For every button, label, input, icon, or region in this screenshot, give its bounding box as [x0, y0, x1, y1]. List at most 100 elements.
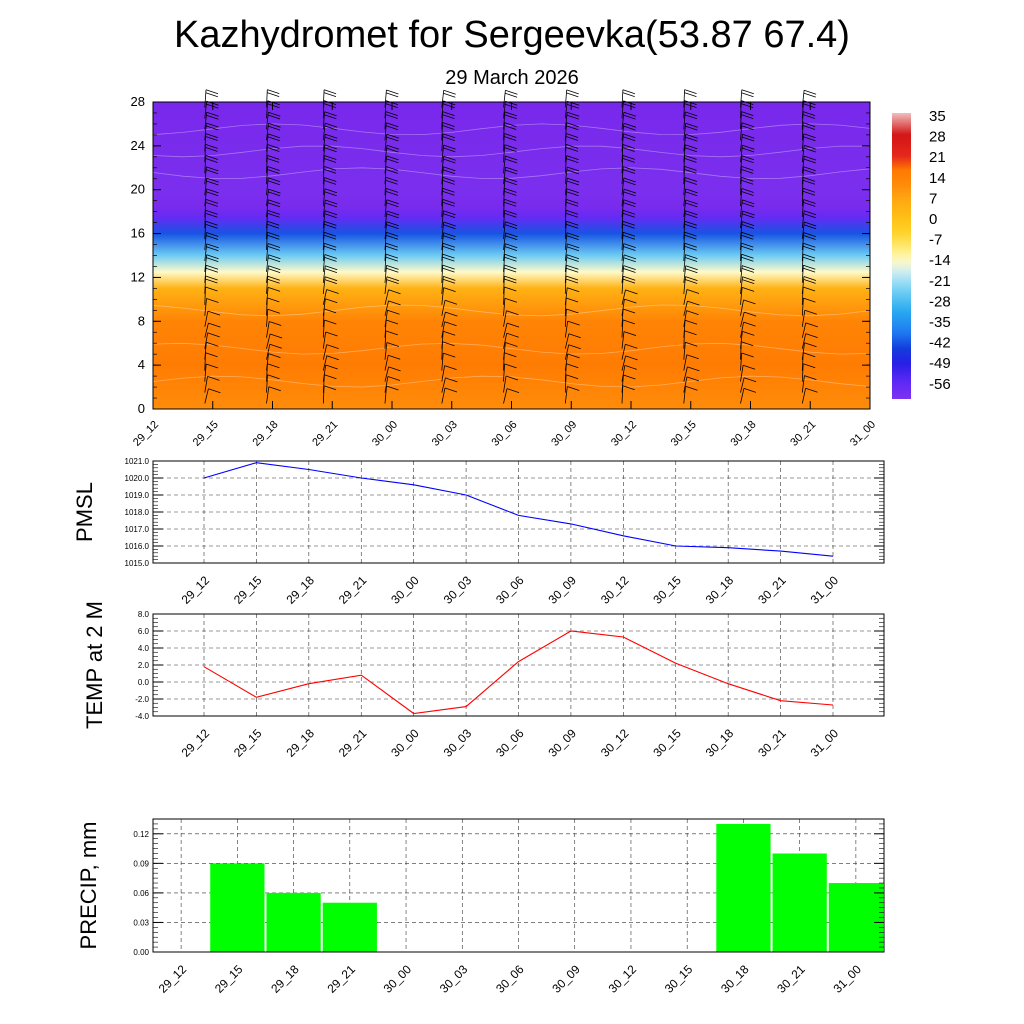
wind-barb: [564, 166, 580, 185]
heatmap-xtick-label: 30_12: [609, 419, 639, 449]
precip-xtick-label: 30_18: [718, 962, 752, 996]
wind-barb: [740, 331, 755, 349]
wind-barb: [503, 122, 517, 141]
heatmap-ytick-label: 4: [138, 357, 145, 372]
wind-barb: [204, 122, 219, 141]
wind-barb: [801, 133, 816, 152]
temp-xtick-label: 30_15: [650, 726, 684, 760]
wind-barb: [384, 133, 399, 152]
wind-barb: [621, 209, 636, 229]
pmsl-xtick-label: 30_03: [441, 573, 475, 607]
precip-xtick-label: 30_12: [606, 962, 640, 996]
wind-barb: [384, 330, 398, 349]
wind-barb: [322, 355, 339, 371]
heatmap-xtick-label: 30_09: [549, 419, 579, 449]
wind-barb: [266, 199, 281, 218]
wind-barb: [503, 89, 518, 108]
wind-barb: [801, 199, 816, 218]
wind-barb: [564, 155, 579, 174]
wind-barb: [384, 300, 401, 316]
precip-bar: [716, 823, 771, 952]
wind-barb: [740, 166, 754, 185]
wind-barb: [441, 133, 456, 152]
precip-xtick-label: 29_12: [156, 962, 190, 996]
pmsl-xtick-label: 30_18: [703, 573, 737, 607]
wind-barb: [740, 176, 754, 196]
wind-barb: [621, 265, 636, 283]
wind-barb: [266, 122, 281, 141]
wind-barb: [266, 353, 281, 371]
wind-barb: [266, 254, 281, 272]
colorbar-label: -7: [929, 232, 942, 249]
colorbar-label: -21: [929, 273, 951, 290]
wind-barb: [801, 309, 817, 327]
wind-barb: [740, 242, 754, 262]
heatmap-xtick-label: 30_15: [669, 419, 699, 449]
temp-ytick-label: -4.0: [135, 712, 149, 721]
wind-barb: [564, 232, 580, 251]
wind-barb: [384, 122, 399, 141]
wind-barb: [801, 187, 816, 207]
wind-barb: [204, 286, 218, 305]
colorbar-label: 35: [929, 108, 946, 125]
heatmap-ytick-label: 0: [138, 401, 145, 416]
wind-barb: [503, 253, 517, 272]
pmsl-ytick-label: 1020.0: [125, 474, 150, 483]
wind-barb: [683, 376, 700, 393]
wind-barb: [204, 341, 219, 360]
wind-barb: [204, 111, 219, 130]
colorbar: [892, 113, 911, 399]
wind-barb: [204, 155, 218, 174]
wind-barb: [204, 388, 221, 404]
wind-barb: [621, 243, 636, 262]
temp-ytick-label: 2.0: [138, 661, 150, 670]
precip-xtick-label: 31_00: [831, 962, 865, 996]
wind-barb: [204, 188, 219, 207]
wind-barb: [322, 242, 337, 262]
wind-barb: [503, 342, 518, 360]
wind-barb: [564, 243, 580, 262]
chart-title: Kazhydromet for Sergeevka(53.87 67.4): [174, 14, 850, 56]
wind-barb: [384, 342, 400, 360]
wind-barb: [204, 254, 219, 272]
wind-barb: [564, 264, 579, 283]
wind-barb: [266, 275, 280, 294]
wind-barb: [441, 221, 456, 240]
wind-barb: [384, 176, 398, 196]
heatmap-xtick-label: 30_18: [729, 419, 759, 449]
wind-barb: [683, 385, 698, 404]
wind-barb: [204, 199, 219, 218]
wind-barb: [683, 111, 698, 130]
wind-barb: [503, 388, 520, 404]
precip-xtick-label: 29_18: [268, 962, 302, 996]
heatmap-ytick-label: 8: [138, 313, 145, 328]
wind-barb: [204, 89, 219, 108]
wind-barb: [384, 221, 399, 240]
pmsl-ytick-label: 1018.0: [125, 508, 150, 517]
precip-ytick-label: 0.03: [133, 918, 149, 927]
wind-barb: [322, 210, 338, 229]
wind-barb: [740, 122, 755, 141]
pmsl-xtick-label: 29_12: [179, 573, 213, 607]
wind-barb: [204, 376, 220, 393]
wind-barb: [204, 264, 219, 283]
colorbar-label: 7: [929, 190, 937, 207]
precip-xtick-label: 29_21: [324, 962, 358, 996]
wind-barb: [384, 188, 399, 207]
wind-barb: [621, 374, 636, 393]
temp-xtick-label: 29_15: [231, 726, 265, 760]
pmsl-xtick-label: 29_18: [283, 573, 317, 607]
wind-barb: [384, 265, 399, 283]
wind-barb: [322, 344, 339, 360]
wind-barb: [322, 319, 337, 338]
precip-ylabel: PRECIP, mm: [76, 822, 101, 950]
wind-barb: [266, 177, 281, 196]
wind-barb: [503, 111, 518, 130]
wind-barb: [740, 364, 756, 382]
isoline: [152, 167, 871, 179]
wind-barb: [564, 353, 580, 371]
pmsl-xtick-label: 30_15: [650, 573, 684, 607]
wind-barb: [266, 111, 281, 130]
wind-barb: [204, 166, 219, 185]
wind-barb: [621, 289, 638, 305]
